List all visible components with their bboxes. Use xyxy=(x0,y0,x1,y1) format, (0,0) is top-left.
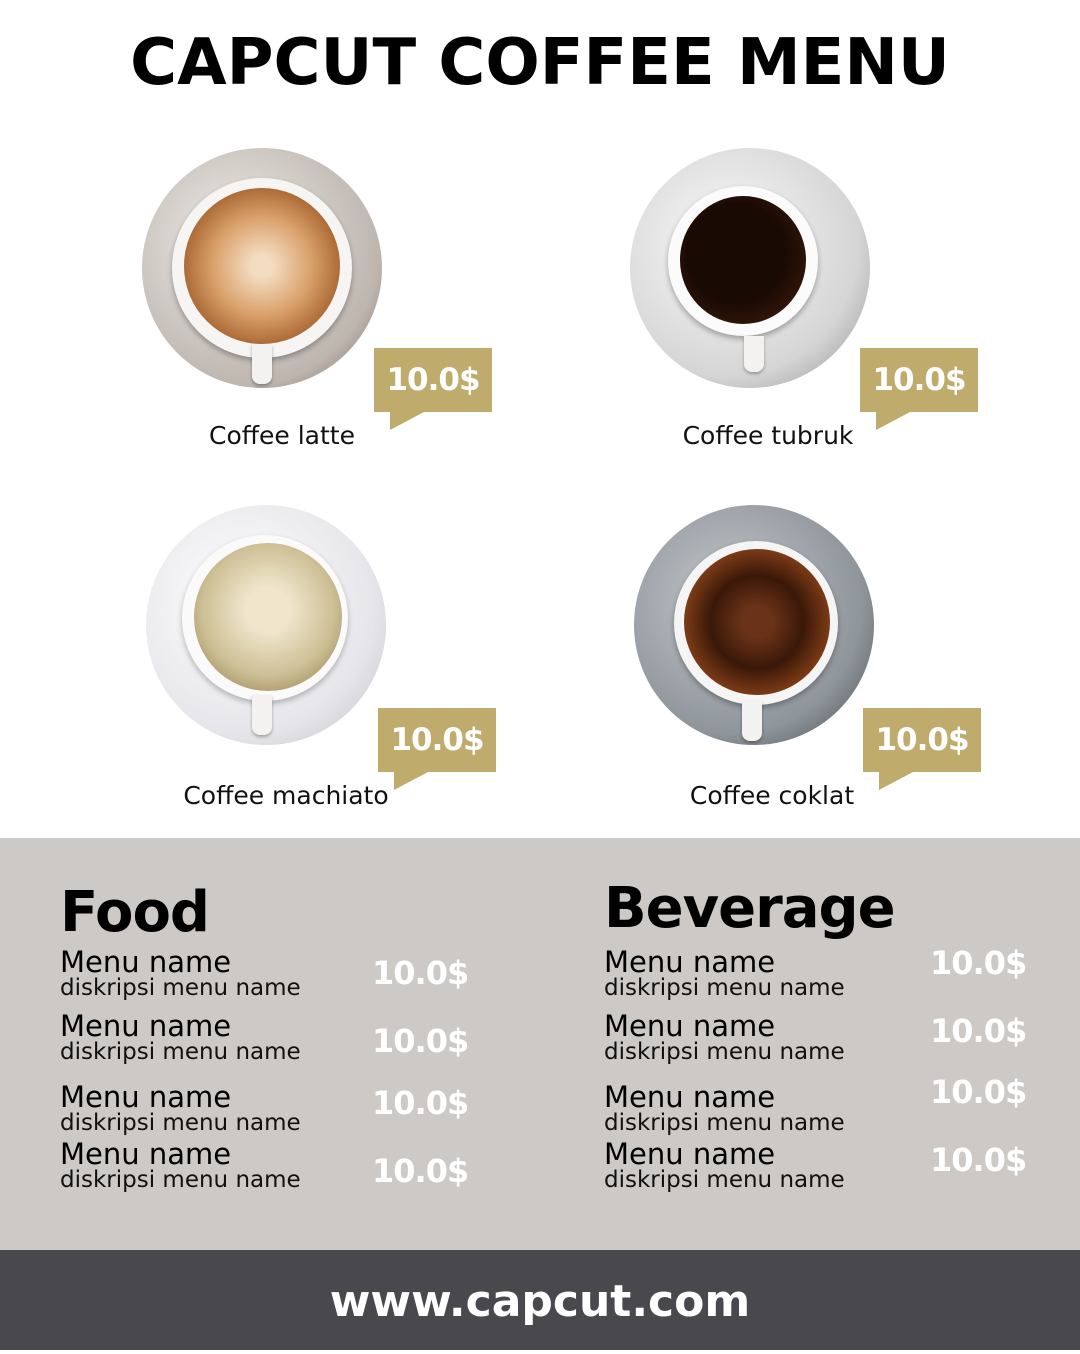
page-title: CAPCUT COFFEE MENU xyxy=(130,26,950,100)
price-tag: 10.0$ xyxy=(860,348,978,430)
coffee-coklat-image xyxy=(634,505,874,745)
coffee-name: Coffee machiato xyxy=(183,781,389,810)
menu-item-description: diskripsi menu name xyxy=(60,1110,301,1136)
menu-item-description: diskripsi menu name xyxy=(604,1110,845,1136)
price-tag: 10.0$ xyxy=(374,348,492,430)
coffee-name: Coffee tubruk xyxy=(682,421,854,450)
menu-item-name: Menu name xyxy=(60,1137,232,1171)
price-tag: 10.0$ xyxy=(378,708,496,790)
menu-item-description: diskripsi menu name xyxy=(60,1167,301,1193)
menu-item-price: 10.0$ xyxy=(372,1022,469,1060)
menu-item-name: Menu name xyxy=(604,1080,776,1114)
menu-item-description: diskripsi menu name xyxy=(604,975,845,1001)
menu-item-name: Menu name xyxy=(604,1009,776,1043)
coffee-name: Coffee latte xyxy=(209,421,355,450)
coffee-name: Coffee coklat xyxy=(689,781,855,810)
menu-item-description: diskripsi menu name xyxy=(604,1039,845,1065)
menu-item-price: 10.0$ xyxy=(930,1141,1027,1179)
coffee-machiato-image xyxy=(146,505,386,745)
menu-item-price: 10.0$ xyxy=(372,954,469,992)
coffee-latte-image xyxy=(142,148,382,388)
website-footer: www.capcut.com xyxy=(0,1250,1080,1350)
coffee-tubruk-image xyxy=(630,148,870,388)
menu-item-price: 10.0$ xyxy=(372,1084,469,1122)
menu-item-description: diskripsi menu name xyxy=(604,1167,845,1193)
menu-item-name: Menu name xyxy=(60,945,232,979)
beverage-heading: Beverage xyxy=(604,876,896,941)
menu-item-description: diskripsi menu name xyxy=(60,975,301,1001)
menu-item-price: 10.0$ xyxy=(930,944,1027,982)
menu-list-section xyxy=(0,838,1080,1250)
price-tag: 10.0$ xyxy=(863,708,981,790)
menu-item-price: 10.0$ xyxy=(372,1152,469,1190)
menu-item-name: Menu name xyxy=(60,1080,232,1114)
menu-item-name: Menu name xyxy=(60,1009,232,1043)
menu-item-name: Menu name xyxy=(604,945,776,979)
menu-item-price: 10.0$ xyxy=(930,1012,1027,1050)
food-heading: Food xyxy=(60,880,210,945)
menu-item-price: 10.0$ xyxy=(930,1073,1027,1111)
menu-item-name: Menu name xyxy=(604,1137,776,1171)
menu-item-description: diskripsi menu name xyxy=(60,1039,301,1065)
